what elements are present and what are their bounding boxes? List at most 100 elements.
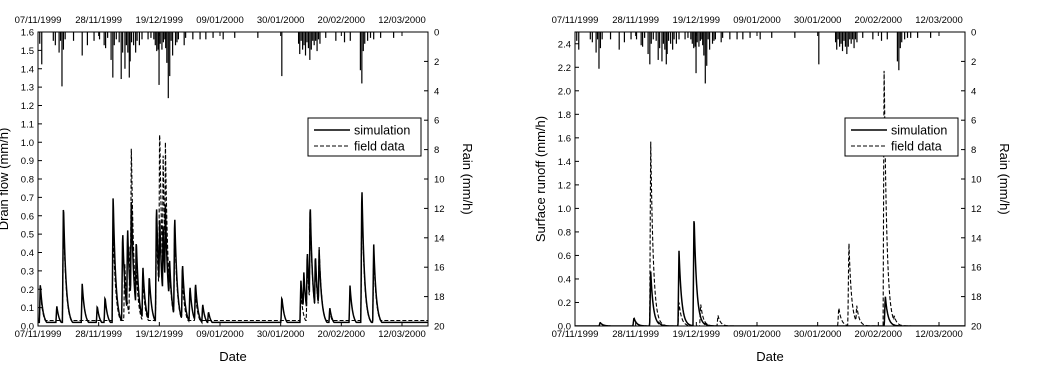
plot-area	[38, 32, 428, 325]
x-tick-label-bottom: 20/02/2000	[855, 329, 903, 340]
y-tick-label: 1.6	[558, 133, 571, 144]
y2-tick-label: 14	[434, 233, 445, 244]
x-tick-label-top: 19/12/1999	[673, 15, 721, 26]
x-tick-label-bottom: 30/01/2000	[257, 329, 305, 340]
y-tick-label: 0.1	[21, 303, 34, 314]
y2-tick-label: 0	[971, 28, 976, 39]
y2-tick-label: 8	[971, 145, 976, 156]
y2-tick-label: 4	[971, 86, 976, 97]
y-tick-label: 0.4	[558, 274, 571, 285]
x-tick-label-top: 28/11/1999	[612, 15, 659, 26]
y2-tick-label: 20	[971, 322, 982, 333]
series-simulation	[575, 221, 965, 326]
series-field-data	[38, 134, 428, 322]
x-tick-label-top: 09/01/2000	[196, 15, 244, 26]
y-tick-label: 1.6	[21, 28, 34, 39]
y-tick-label: 0.0	[558, 322, 571, 333]
x-tick-label-bottom: 28/11/1999	[75, 329, 122, 340]
x-tick-label-bottom: 07/11/1999	[15, 329, 62, 340]
y2-tick-label: 0	[434, 28, 439, 39]
y-tick-label: 2.4	[558, 39, 571, 50]
y-tick-label: 0.7	[21, 193, 34, 204]
legend-label: field data	[354, 140, 405, 154]
y2-tick-label: 18	[971, 292, 982, 303]
y-tick-label: 0.5	[21, 230, 34, 241]
x-tick-label-top: 30/01/2000	[257, 15, 305, 26]
series-field-data	[575, 70, 965, 326]
y2-tick-label: 14	[971, 233, 982, 244]
y-tick-label: 1.0	[558, 204, 571, 215]
y2-tick-label: 18	[434, 292, 445, 303]
y2-tick-label: 6	[971, 116, 976, 127]
y-tick-label: 0.4	[21, 248, 34, 259]
rain-bars	[39, 32, 395, 99]
x-tick-label-bottom: 20/02/2000	[318, 329, 366, 340]
x-tick-label-bottom: 09/01/2000	[196, 329, 244, 340]
y-tick-label: 1.4	[558, 157, 571, 168]
x-tick-label-top: 20/02/2000	[318, 15, 366, 26]
y-tick-label: 2.2	[558, 63, 571, 74]
legend: simulation field data	[307, 117, 422, 157]
y-tick-label: 0.2	[21, 285, 34, 296]
y2-tick-label: 2	[971, 57, 976, 68]
y2-tick-label: 8	[434, 145, 439, 156]
y-axis-title: Surface runoff (mm/h)	[533, 116, 548, 242]
x-tick-label-bottom: 09/01/2000	[733, 329, 781, 340]
y-tick-label: 0.6	[21, 211, 34, 222]
x-tick-label-bottom: 12/03/2000	[915, 329, 963, 340]
y-tick-label: 1.4	[21, 64, 34, 75]
chart-drain: 07/11/1999 07/11/1999 28/11/1999 28/11/1999…	[0, 15, 475, 364]
y-tick-label: 1.2	[558, 180, 571, 191]
y-tick-label: 1.2	[21, 101, 34, 112]
chart-runoff: 07/11/1999 07/11/1999 28/11/1999 28/11/1999…	[533, 15, 1012, 364]
x-axis-title: Date	[756, 349, 783, 364]
y-tick-label: 2.0	[558, 86, 571, 97]
x-axis-title: Date	[219, 349, 246, 364]
y-tick-label: 0.8	[558, 227, 571, 238]
y2-tick-label: 16	[971, 263, 982, 274]
x-tick-label-top: 20/02/2000	[855, 15, 903, 26]
y-tick-label: 0.9	[21, 156, 34, 167]
y-tick-label: 0.6	[558, 251, 571, 262]
y2-tick-label: 10	[434, 175, 445, 186]
y2-axis-title: Rain (mm/h)	[460, 143, 475, 215]
y2-tick-label: 16	[434, 263, 445, 274]
x-tick-label-top: 19/12/1999	[136, 15, 184, 26]
plot-area	[575, 32, 965, 326]
y-tick-label: 1.8	[558, 110, 571, 121]
y-tick-label: 0.0	[21, 322, 34, 333]
y2-axis-title: Rain (mm/h)	[997, 143, 1012, 215]
x-tick-label-top: 28/11/1999	[75, 15, 122, 26]
y2-tick-label: 20	[434, 322, 445, 333]
x-tick-label-bottom: 07/11/1999	[552, 329, 599, 340]
y2-tick-label: 6	[434, 116, 439, 127]
x-tick-label-top: 07/11/1999	[552, 15, 599, 26]
y-tick-label: 1.0	[21, 138, 34, 149]
x-tick-label-bottom: 30/01/2000	[794, 329, 842, 340]
legend-label: simulation	[354, 124, 410, 138]
legend-box	[307, 117, 422, 157]
x-tick-label-bottom: 28/11/1999	[612, 329, 659, 340]
legend: simulation field data	[844, 117, 959, 157]
y-tick-label: 1.1	[21, 119, 34, 130]
legend-label: simulation	[891, 124, 947, 138]
y2-tick-label: 10	[971, 175, 982, 186]
x-tick-label-top: 09/01/2000	[733, 15, 781, 26]
x-tick-label-top: 12/03/2000	[915, 15, 963, 26]
y-tick-label: 0.8	[21, 175, 34, 186]
x-tick-label-top: 30/01/2000	[794, 15, 842, 26]
y2-tick-label: 4	[434, 86, 439, 97]
plot-frame	[37, 31, 429, 327]
y-tick-label: 0.2	[558, 298, 571, 309]
x-tick-label-top: 12/03/2000	[378, 15, 426, 26]
y-tick-label: 1.5	[21, 46, 34, 57]
series-simulation	[38, 192, 428, 325]
x-tick-label-bottom: 19/12/1999	[136, 329, 184, 340]
x-tick-label-bottom: 12/03/2000	[378, 329, 426, 340]
legend-box	[844, 117, 959, 157]
rain-bars	[576, 32, 932, 84]
x-tick-label-top: 07/11/1999	[15, 15, 62, 26]
y2-tick-label: 12	[434, 204, 445, 215]
